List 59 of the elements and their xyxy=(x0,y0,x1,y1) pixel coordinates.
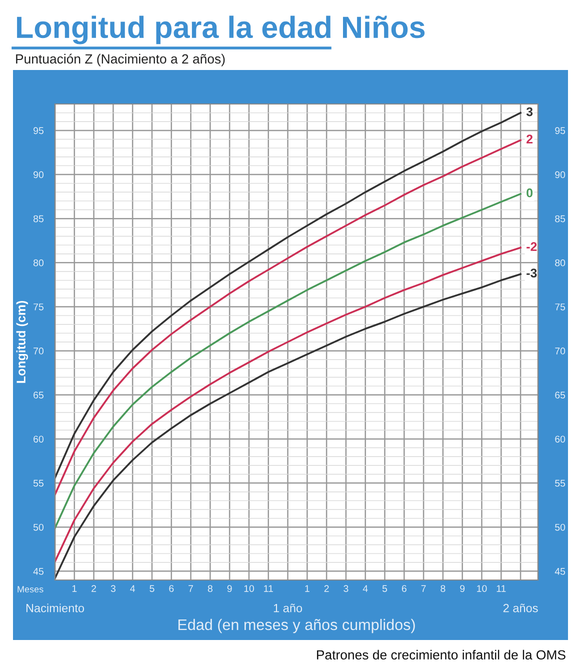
chart-subtitle: Puntuación Z (Nacimiento a 2 años) xyxy=(16,54,225,66)
x-tick-label: 2 xyxy=(324,585,329,592)
series-label: -2 xyxy=(526,242,537,251)
y-tick-label: 50 xyxy=(33,524,44,531)
x-tick-label: 9 xyxy=(227,585,232,592)
y2-tick-label: 55 xyxy=(555,480,566,487)
y-tick-label: 85 xyxy=(34,215,44,222)
x-tick-label: 8 xyxy=(440,585,446,592)
y-tick-label: 70 xyxy=(34,348,44,354)
y-tick-label: 95 xyxy=(34,127,44,134)
x-tick-label: 7 xyxy=(421,585,426,592)
x-tick-label: 1 xyxy=(305,585,310,592)
x-tick-label: 11 xyxy=(264,585,273,592)
y2-tick-label: 95 xyxy=(555,127,566,134)
x-tick-label: 8 xyxy=(208,585,212,592)
y2-tick-label: 70 xyxy=(555,348,566,354)
y-tick-label: 80 xyxy=(34,259,44,266)
x-tick-label: 11 xyxy=(496,585,506,592)
x-tick-label: 3 xyxy=(344,585,348,592)
y2-tick-label: 65 xyxy=(555,392,566,399)
x-tick-label: 6 xyxy=(169,585,174,592)
series-label: 3 xyxy=(526,107,533,116)
x-tick-label: 5 xyxy=(150,585,154,592)
x-axis-title: Edad (en meses y años cumplidos) xyxy=(178,618,415,634)
x-tick-label: 4 xyxy=(130,585,136,592)
chart-title: Longitud para la edad Niños xyxy=(17,16,425,44)
series-label: 2 xyxy=(526,134,533,144)
x-tick-label: 5 xyxy=(382,585,388,592)
x-tick-label: 10 xyxy=(244,585,254,592)
x-tick-label: 6 xyxy=(402,585,406,592)
x-tick-label: 3 xyxy=(110,585,116,592)
line-series xyxy=(55,193,522,529)
y-tick-label: 65 xyxy=(34,392,44,399)
y2-tick-label: 60 xyxy=(555,436,566,443)
x-tick-label: 1 xyxy=(72,585,77,592)
y-tick-label: 55 xyxy=(33,480,44,487)
y2-tick-label: 75 xyxy=(555,304,566,310)
text: Nacimiento xyxy=(26,604,84,612)
y2-tick-label: 50 xyxy=(555,524,566,531)
x-tick-label: 2 xyxy=(92,585,96,592)
x-tick-label: 7 xyxy=(188,585,193,592)
y2-tick-label: 90 xyxy=(555,171,566,178)
x-tick-label: 4 xyxy=(362,585,368,592)
y-tick-label: 75 xyxy=(34,304,44,310)
text: 2 años xyxy=(503,604,538,612)
y2-tick-label: 45 xyxy=(554,568,566,575)
series-label: 0 xyxy=(526,188,533,198)
y-tick-label: 45 xyxy=(33,568,44,575)
text: Meses xyxy=(18,586,44,592)
y2-tick-label: 80 xyxy=(555,259,566,266)
y2-tick-label: 85 xyxy=(555,215,566,222)
y-axis-title: Longitud (cm) xyxy=(16,300,28,383)
series-label: -3 xyxy=(526,268,537,278)
text: 1 año xyxy=(274,604,302,612)
y-tick-label: 90 xyxy=(34,171,44,178)
x-tick-label: 10 xyxy=(477,585,487,592)
x-tick-label: 9 xyxy=(460,585,465,592)
y-tick-label: 60 xyxy=(34,436,44,443)
text: Patrones de crecimiento infantil de la OMS xyxy=(317,650,566,660)
